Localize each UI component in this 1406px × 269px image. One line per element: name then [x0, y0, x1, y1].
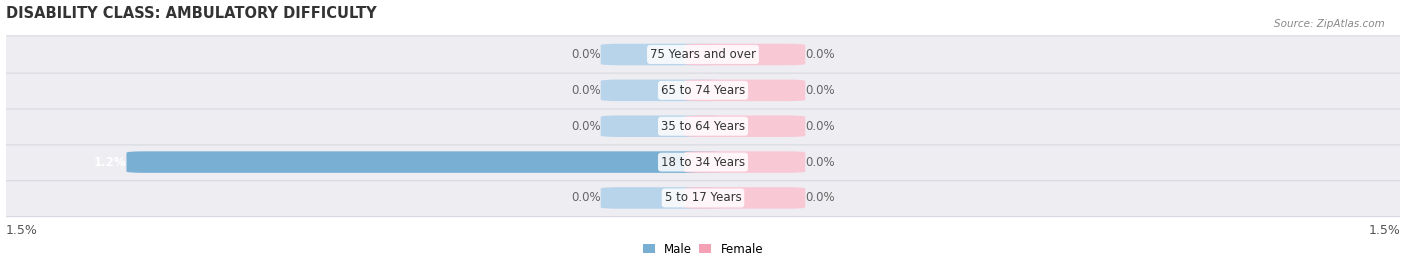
Text: Source: ZipAtlas.com: Source: ZipAtlas.com: [1274, 19, 1385, 29]
Text: 0.0%: 0.0%: [571, 192, 600, 204]
Text: 0.0%: 0.0%: [571, 48, 600, 61]
Text: 1.5%: 1.5%: [6, 224, 38, 237]
FancyBboxPatch shape: [600, 187, 721, 209]
Text: 0.0%: 0.0%: [571, 120, 600, 133]
Text: 1.5%: 1.5%: [1368, 224, 1400, 237]
FancyBboxPatch shape: [0, 36, 1406, 73]
Text: DISABILITY CLASS: AMBULATORY DIFFICULTY: DISABILITY CLASS: AMBULATORY DIFFICULTY: [6, 6, 377, 20]
Text: 0.0%: 0.0%: [571, 84, 600, 97]
FancyBboxPatch shape: [0, 72, 1406, 109]
Text: 5 to 17 Years: 5 to 17 Years: [665, 192, 741, 204]
FancyBboxPatch shape: [685, 187, 806, 209]
FancyBboxPatch shape: [685, 44, 806, 65]
FancyBboxPatch shape: [0, 179, 1406, 217]
Text: 0.0%: 0.0%: [806, 84, 835, 97]
Text: 35 to 64 Years: 35 to 64 Years: [661, 120, 745, 133]
Text: 0.0%: 0.0%: [806, 155, 835, 169]
Text: 65 to 74 Years: 65 to 74 Years: [661, 84, 745, 97]
FancyBboxPatch shape: [127, 151, 721, 173]
FancyBboxPatch shape: [0, 108, 1406, 145]
FancyBboxPatch shape: [0, 143, 1406, 181]
FancyBboxPatch shape: [685, 115, 806, 137]
FancyBboxPatch shape: [600, 115, 721, 137]
Text: 0.0%: 0.0%: [806, 48, 835, 61]
Text: 1.2%: 1.2%: [94, 155, 127, 169]
Legend: Male, Female: Male, Female: [638, 238, 768, 261]
FancyBboxPatch shape: [600, 80, 721, 101]
Text: 75 Years and over: 75 Years and over: [650, 48, 756, 61]
FancyBboxPatch shape: [600, 44, 721, 65]
Text: 0.0%: 0.0%: [806, 192, 835, 204]
FancyBboxPatch shape: [685, 80, 806, 101]
Text: 18 to 34 Years: 18 to 34 Years: [661, 155, 745, 169]
FancyBboxPatch shape: [685, 151, 806, 173]
Text: 0.0%: 0.0%: [806, 120, 835, 133]
